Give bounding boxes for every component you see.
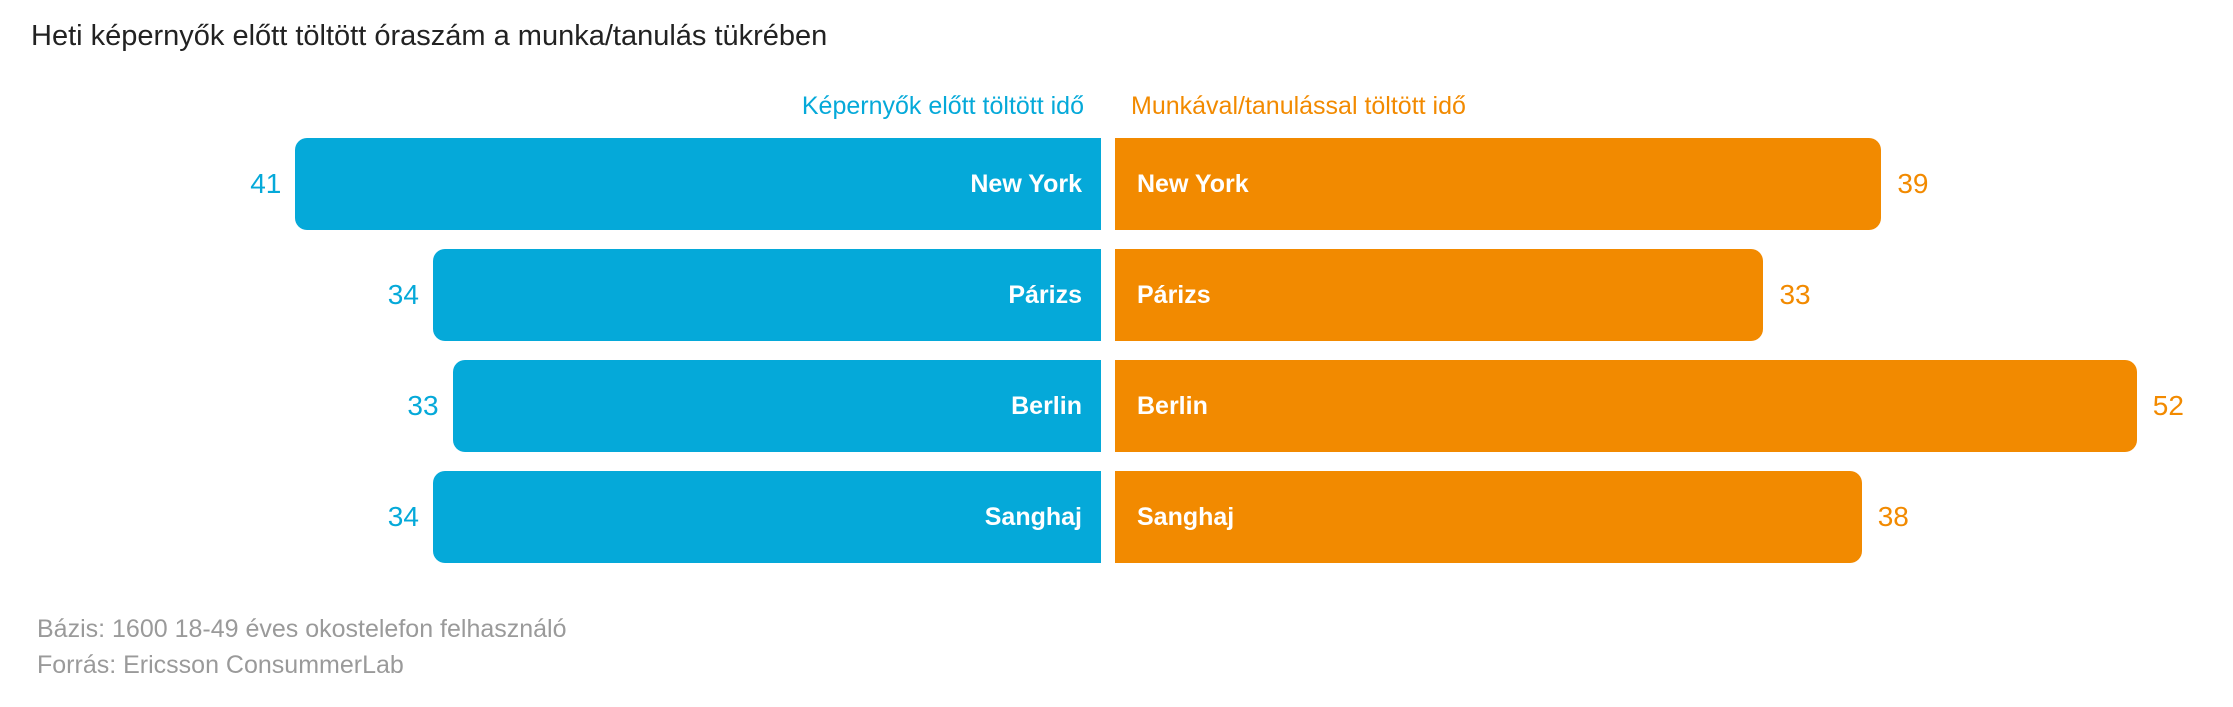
bar-work-time: New York [1115,138,1882,230]
value-label-screen-time: 34 [387,501,419,532]
footer-base: Bázis: 1600 18-49 éves okostelefon felha… [37,615,567,643]
value-label-work-time: 52 [2152,390,2184,421]
legend-work-time: Munkával/tanulással töltött idő [1131,92,1466,120]
bar-screen-time: Sanghaj [432,471,1101,563]
value-label-screen-time: 33 [407,390,439,421]
value-label-work-time: 39 [1897,168,1929,199]
footer-source: Forrás: Ericsson ConsummerLab [37,651,404,679]
chart-title: Heti képernyők előtt töltött óraszám a m… [31,20,828,52]
value-label-work-time: 38 [1877,501,1909,532]
bar-screen-time: Párizs [432,249,1101,341]
bar-work-time: Berlin [1115,360,2137,452]
legend-screen-time: Képernyők előtt töltött idő [801,92,1084,120]
value-label-work-time: 33 [1779,279,1811,310]
bar-work-time: Sanghaj [1115,471,1862,563]
value-label-screen-time: 41 [250,168,282,199]
bar-screen-time: Berlin [452,360,1101,452]
bar-work-time: Párizs [1115,249,1764,341]
value-label-screen-time: 34 [387,279,419,310]
bar-screen-time: New York [295,138,1101,230]
